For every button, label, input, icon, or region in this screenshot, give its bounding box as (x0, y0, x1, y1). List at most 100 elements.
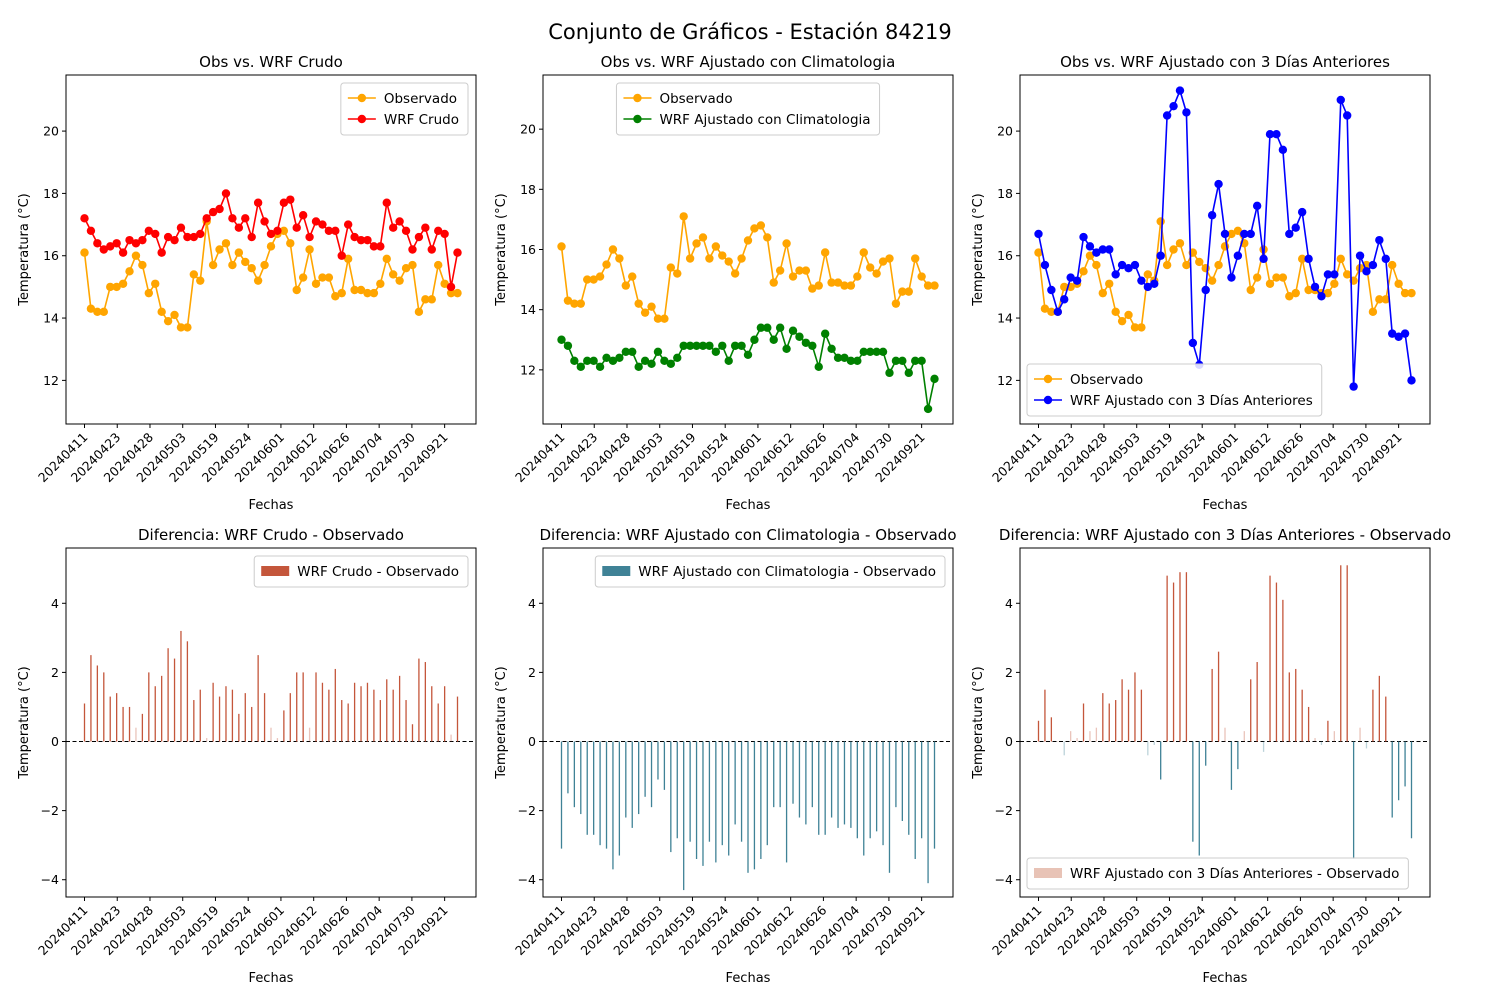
data-point (1143, 270, 1153, 279)
data-point (595, 362, 605, 372)
data-point (1407, 288, 1416, 298)
data-point (1143, 282, 1153, 292)
data-point (1060, 282, 1069, 292)
bar (1230, 741, 1233, 790)
data-point (685, 341, 695, 350)
data-point (750, 224, 759, 233)
x-axis-label: Fechas (726, 498, 771, 513)
y-tick-label: 2 (528, 665, 536, 680)
data-point (885, 368, 894, 378)
bar (1340, 565, 1342, 742)
data-point (621, 347, 631, 356)
bar (638, 741, 640, 815)
data-point (1066, 273, 1075, 282)
data-point (189, 270, 199, 279)
legend: Observado WRF Crudo (340, 82, 469, 136)
y-tick-label: 16 (997, 248, 1013, 263)
data-point (1265, 130, 1275, 139)
bar (1269, 575, 1271, 742)
data-point (808, 341, 817, 350)
bar (586, 741, 588, 835)
legend-box (615, 82, 881, 136)
bar (398, 675, 401, 742)
bar (618, 741, 621, 856)
data-point (1394, 332, 1403, 341)
bar (289, 693, 291, 742)
bar (843, 741, 846, 825)
bar (128, 706, 131, 742)
data-point (112, 282, 121, 292)
data-point (163, 232, 173, 242)
data-point (1060, 295, 1069, 304)
data-point (356, 235, 366, 245)
data-point (279, 198, 289, 207)
data-point (1201, 285, 1210, 295)
bar (657, 741, 659, 780)
bar (392, 689, 394, 742)
axes-frame (542, 74, 954, 425)
data-point (589, 275, 598, 284)
bar (644, 741, 646, 797)
legend-label: WRF Crudo - Observado (297, 564, 459, 580)
bar (818, 741, 820, 835)
x-axis-label: Fechas (249, 971, 294, 986)
data-point (769, 335, 778, 344)
series-line-1 (560, 216, 935, 320)
data-point (576, 299, 585, 308)
bar (1134, 672, 1136, 742)
data-point (705, 341, 714, 350)
x-axis-label: Fechas (1203, 498, 1248, 513)
data-point (1105, 245, 1114, 254)
bar (1211, 668, 1213, 742)
bar (1102, 693, 1104, 742)
bar (1166, 575, 1168, 742)
bar (676, 741, 678, 839)
data-point (1201, 263, 1210, 273)
data-point (820, 248, 830, 257)
bar (1076, 738, 1078, 742)
bar (1327, 720, 1329, 742)
data-point (557, 242, 566, 251)
legend-label: WRF Ajustado con 3 Días Anteriores (1070, 393, 1313, 409)
bar (927, 741, 929, 884)
data-point (898, 356, 907, 366)
bar (1391, 741, 1393, 818)
bar (773, 741, 775, 808)
data-point (1111, 270, 1120, 279)
y-axis-label: Temperatura (°C) (494, 193, 509, 306)
data-point (570, 356, 579, 366)
axes-frame (1019, 74, 1431, 425)
data-point (221, 239, 231, 248)
data-point (144, 288, 154, 298)
data-point (750, 335, 759, 344)
data-point (1304, 254, 1313, 264)
data-point (846, 281, 856, 290)
data-point (775, 266, 785, 275)
data-point (583, 275, 592, 284)
data-point (1317, 292, 1326, 301)
legend-label: Observado (1070, 372, 1143, 388)
data-point (576, 362, 585, 372)
bar (830, 741, 833, 818)
data-point (241, 214, 250, 223)
data-point (1368, 307, 1378, 317)
data-point (615, 353, 624, 363)
data-point (434, 226, 443, 236)
bar (1037, 720, 1040, 742)
data-point (563, 341, 573, 350)
y-tick-label: 18 (520, 182, 536, 197)
data-point (1117, 260, 1127, 270)
data-point (911, 356, 920, 366)
data-point (1162, 111, 1172, 120)
legend-handle-marker (1043, 374, 1053, 384)
data-point (808, 284, 817, 293)
data-point (176, 323, 186, 332)
bar (1250, 679, 1252, 742)
data-point (343, 220, 353, 229)
data-point (80, 214, 89, 223)
data-point (318, 273, 327, 282)
data-point (1362, 267, 1371, 276)
bar (856, 741, 858, 839)
bar (353, 682, 356, 742)
